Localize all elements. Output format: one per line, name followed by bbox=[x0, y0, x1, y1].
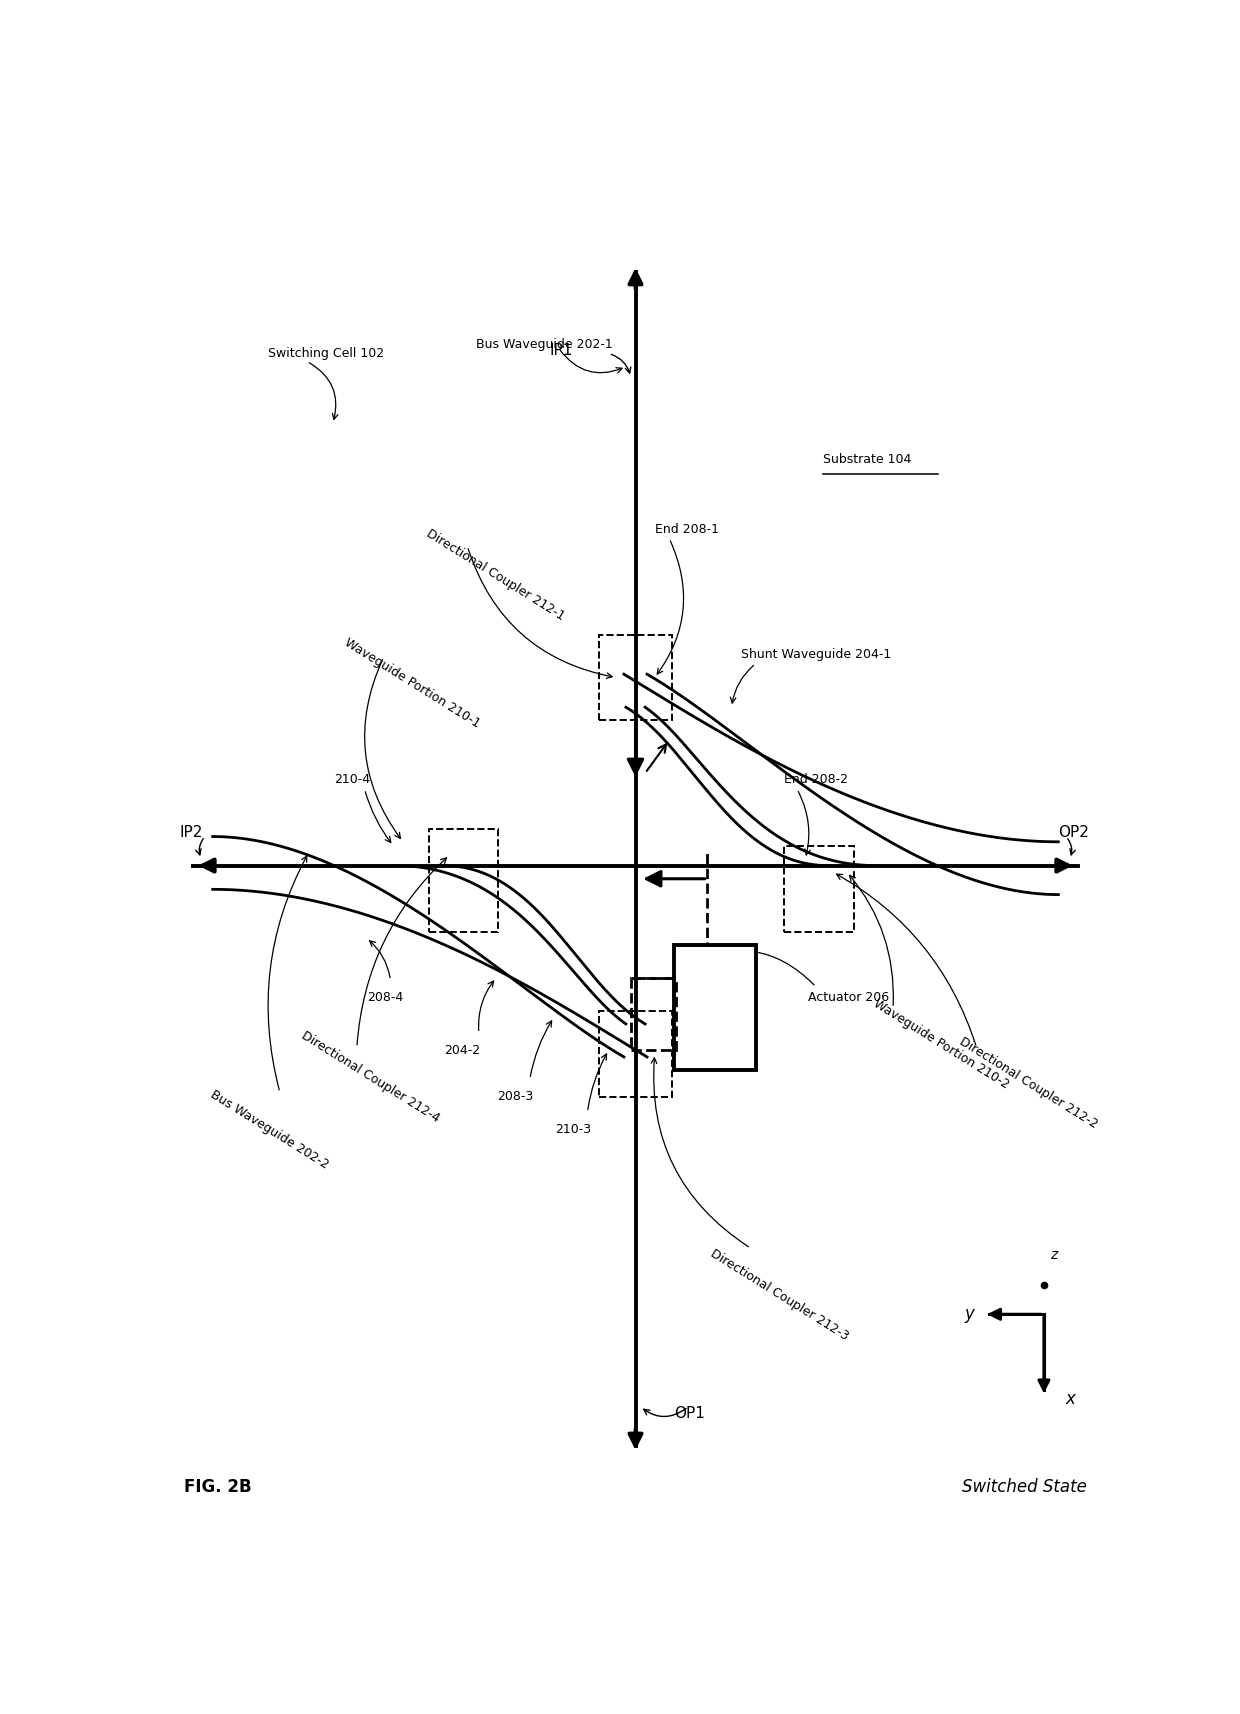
Text: Directional Coupler 212-2: Directional Coupler 212-2 bbox=[957, 1035, 1100, 1131]
Text: Switching Cell 102: Switching Cell 102 bbox=[268, 346, 384, 360]
Bar bbox=[785, 845, 853, 932]
Text: Waveguide Portion 210-2: Waveguide Portion 210-2 bbox=[870, 996, 1012, 1090]
Bar bbox=[675, 944, 755, 1070]
Text: 204-2: 204-2 bbox=[444, 1044, 481, 1058]
Text: OP2: OP2 bbox=[1058, 824, 1089, 840]
Bar bbox=[599, 1011, 672, 1097]
Text: Directional Coupler 212-1: Directional Coupler 212-1 bbox=[424, 528, 567, 624]
Text: 208-3: 208-3 bbox=[497, 1090, 533, 1104]
Text: z: z bbox=[1050, 1248, 1058, 1262]
Text: IP2: IP2 bbox=[179, 824, 202, 840]
Text: 210-3: 210-3 bbox=[556, 1123, 591, 1136]
Text: IP1: IP1 bbox=[549, 343, 573, 358]
Text: Bus Waveguide 202-2: Bus Waveguide 202-2 bbox=[208, 1088, 331, 1171]
Text: 208-4: 208-4 bbox=[367, 991, 404, 1004]
Text: x: x bbox=[1066, 1390, 1076, 1407]
Bar bbox=[631, 977, 676, 1051]
Text: 210-4: 210-4 bbox=[334, 773, 370, 787]
Text: FIG. 2B: FIG. 2B bbox=[184, 1479, 252, 1496]
Text: End 208-2: End 208-2 bbox=[785, 773, 848, 787]
Text: End 208-1: End 208-1 bbox=[655, 523, 719, 535]
Text: Bus Waveguide 202-1: Bus Waveguide 202-1 bbox=[476, 338, 613, 351]
Bar bbox=[599, 634, 672, 720]
Bar bbox=[429, 828, 498, 932]
Text: Shunt Waveguide 204-1: Shunt Waveguide 204-1 bbox=[742, 648, 892, 662]
Text: Substrate 104: Substrate 104 bbox=[823, 452, 911, 466]
Text: y: y bbox=[965, 1306, 975, 1323]
Text: Waveguide Portion 210-1: Waveguide Portion 210-1 bbox=[342, 636, 482, 730]
Text: Actuator 206: Actuator 206 bbox=[808, 991, 889, 1004]
Text: Directional Coupler 212-3: Directional Coupler 212-3 bbox=[708, 1246, 851, 1342]
Text: Directional Coupler 212-4: Directional Coupler 212-4 bbox=[299, 1028, 441, 1124]
Text: OP1: OP1 bbox=[675, 1405, 704, 1421]
Text: Switched State: Switched State bbox=[962, 1479, 1087, 1496]
